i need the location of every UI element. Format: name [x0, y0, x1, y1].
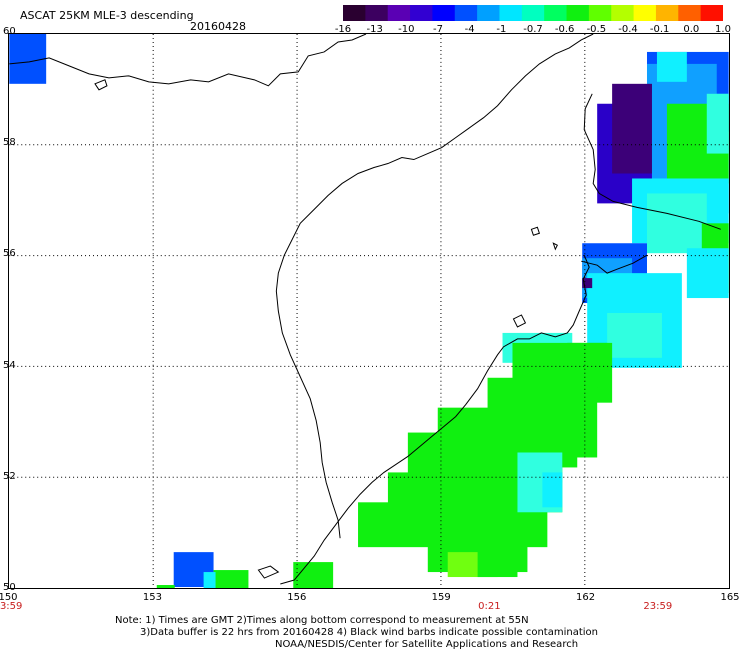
- footer-note-line1: Note: 1) Times are GMT 2)Times along bot…: [115, 615, 529, 626]
- longitude-label: 150: [0, 592, 18, 603]
- wind-pixel: [646, 193, 707, 254]
- longitude-label: 156: [287, 592, 307, 603]
- colorbar-segment: [499, 5, 523, 21]
- colorbar-segment: [655, 5, 679, 21]
- wind-pixel: [686, 248, 729, 299]
- scatterometer-pixels: [9, 34, 729, 588]
- wind-map: [8, 33, 730, 589]
- wind-pixel: [582, 278, 593, 289]
- colorbar-segment: [477, 5, 500, 21]
- colorbar-tick-label: -16: [334, 24, 352, 35]
- magadan-coast: [9, 34, 367, 87]
- longitude-label: 159: [431, 592, 451, 603]
- footer-note-line2: 3)Data buffer is 22 hrs from 20160428 4)…: [140, 627, 598, 638]
- island-small-3: [552, 242, 558, 251]
- colorbar-tick-label: -0.7: [523, 24, 543, 35]
- colorbar-segment: [588, 5, 612, 21]
- colorbar-tick-label: 0.0: [683, 24, 700, 35]
- colorbar-tick-label: -1: [496, 24, 507, 35]
- latitude-label: 60: [3, 26, 16, 37]
- latitude-label: 58: [3, 137, 16, 149]
- wind-pixel: [656, 51, 687, 82]
- island-small-2: [530, 226, 541, 236]
- wind-pixel: [203, 572, 216, 588]
- colorbar-tick-label: -4: [464, 24, 475, 35]
- colorbar-tick-label: 1.0: [715, 24, 731, 35]
- colorbar-segment: [566, 5, 590, 21]
- colorbar-segment: [700, 5, 723, 21]
- kamchatka-west-coast: [583, 93, 721, 230]
- bay-inlet: [581, 254, 648, 274]
- colorbar-segment: [365, 5, 389, 21]
- product-title: ASCAT 25KM MLE-3 descending: [20, 9, 194, 22]
- colorbar-tick-label: -0.4: [618, 24, 638, 35]
- colorbar: [343, 5, 723, 21]
- time-label: 23:59: [643, 601, 673, 612]
- colorbar-segment: [544, 5, 568, 21]
- island-north: [94, 79, 108, 91]
- southern-coast: [257, 565, 280, 579]
- wind-pixel: [9, 34, 47, 84]
- product-date: 20160428: [190, 20, 246, 33]
- colorbar-segment: [387, 5, 411, 21]
- latitude-label: 52: [3, 470, 16, 482]
- footer-credit: NOAA/NESDIS/Center for Satellite Applica…: [275, 639, 579, 650]
- latitude-label: 56: [3, 248, 16, 260]
- colorbar-tick-label: -10: [398, 24, 415, 35]
- wind-pixel: [607, 312, 662, 358]
- wind-pixel: [477, 537, 518, 578]
- latitude-label: 50: [3, 582, 16, 593]
- longitude-label: 153: [142, 592, 162, 603]
- colorbar-ticks: -16 -13 -10 -7 -4 -1 -0.7 -0.6 -0.5 -0.4 -0.1 0.0 1.…: [335, 24, 735, 38]
- wind-pixel: [706, 93, 729, 154]
- colorbar-segment: [633, 5, 657, 21]
- wind-pixel: [293, 562, 334, 588]
- colorbar-segment: [611, 5, 635, 21]
- wind-pixel: [213, 570, 249, 588]
- longitude-label: 162: [576, 592, 596, 603]
- colorbar-tick-label: -7: [433, 24, 443, 35]
- island-small-1: [512, 314, 527, 328]
- colorbar-tick-label: -0.6: [554, 24, 575, 35]
- longitude-label: 165: [720, 592, 740, 603]
- time-label: 23:59: [0, 601, 23, 612]
- coastline: [9, 34, 721, 585]
- colorbar-segment: [343, 5, 366, 21]
- colorbar-tick-label: -0.5: [586, 24, 607, 35]
- shelikhov-east-coast: [275, 34, 594, 539]
- latitude-label: 54: [3, 359, 16, 371]
- colorbar-segment: [432, 5, 456, 21]
- colorbar-tick-label: -0.1: [649, 24, 670, 35]
- colorbar-tick-label: -13: [366, 24, 383, 35]
- colorbar-segment: [410, 5, 433, 21]
- wind-pixel: [542, 472, 563, 508]
- colorbar-segment: [521, 5, 545, 21]
- colorbar-segment: [678, 5, 702, 21]
- time-label: 0:21: [478, 601, 501, 612]
- colorbar-segment: [454, 5, 478, 21]
- wind-pixel: [612, 83, 652, 174]
- wind-pixel: [156, 585, 175, 588]
